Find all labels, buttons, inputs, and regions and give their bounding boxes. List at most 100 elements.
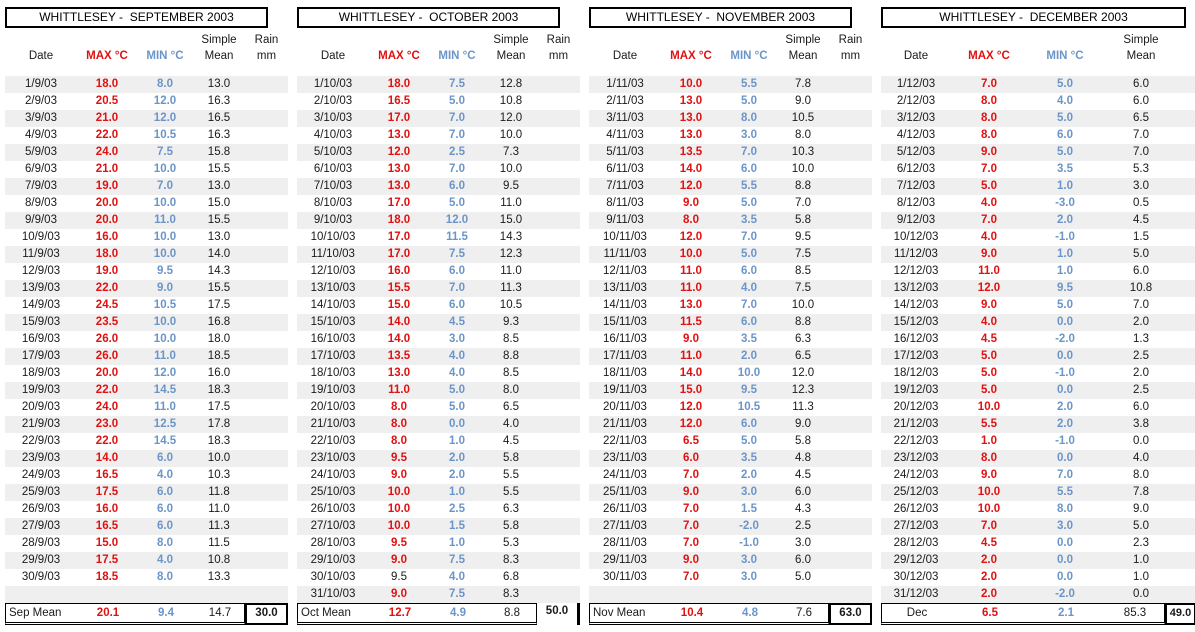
cell-date: 1/9/03 (25, 78, 57, 90)
cell-rain (829, 263, 872, 280)
table-row: 31/12/03 2.0 -2.0 0.0 (881, 586, 1195, 603)
cell-min-temp: 7.5 (449, 248, 465, 260)
cell-date: 19/10/03 (310, 384, 356, 396)
cell-rain (1179, 348, 1195, 365)
cell-rain (245, 382, 288, 399)
cell-simple-mean: 13.0 (207, 231, 231, 243)
col-header-rain: Rain (254, 34, 279, 46)
cell-rain (245, 501, 288, 518)
cell-rain (1179, 110, 1195, 127)
table-row: 23/9/03 14.0 6.0 10.0 (5, 450, 288, 467)
cell-simple-mean: 7.3 (503, 146, 519, 158)
cell-date: 23/11/03 (603, 452, 647, 464)
cell-date: 28/10/03 (310, 537, 356, 549)
cell-max-temp: 18.0 (387, 78, 411, 90)
cell-rain (1179, 586, 1195, 603)
cell-rain (245, 246, 288, 263)
cell-date: 1/11/03 (606, 78, 644, 90)
cell-rain (829, 246, 872, 263)
cell-simple-mean: 4.0 (1133, 452, 1149, 464)
cell-simple-mean: 5.5 (503, 486, 519, 498)
table-row: 1/10/03 18.0 7.5 12.8 (297, 76, 580, 93)
cell-date: 18/12/03 (893, 367, 939, 379)
table-row: 10/9/03 16.0 10.0 13.0 (5, 229, 288, 246)
cell-min-temp: -3.0 (1055, 197, 1075, 209)
cell-rain (245, 518, 288, 535)
cell-date: 14/9/03 (21, 299, 61, 311)
table-row: 3/9/03 21.0 12.0 16.5 (5, 110, 288, 127)
cell-rain (829, 297, 872, 314)
cell-date: 2/9/03 (25, 95, 57, 107)
cell-simple-mean: 8.8 (795, 180, 811, 192)
cell-date: 16/9/03 (21, 333, 61, 345)
cell-max-temp: 12.0 (679, 180, 703, 192)
table-row: 3/12/03 8.0 5.0 6.5 (881, 110, 1195, 127)
table-row: 19/11/03 15.0 9.5 12.3 (589, 382, 872, 399)
cell-date: 13/11/03 (603, 282, 647, 294)
col-header-mm: mm (548, 50, 569, 62)
cell-max-temp: 12.0 (387, 146, 411, 158)
cell-max-temp: 22.0 (95, 282, 119, 294)
cell-simple-mean: 10.8 (499, 95, 523, 107)
table-row: 8/11/03 9.0 5.0 7.0 (589, 195, 872, 212)
table-row: 28/11/03 7.0 -1.0 3.0 (589, 535, 872, 552)
cell-max-temp: 10.0 (679, 248, 703, 260)
table-row: 3/11/03 13.0 8.0 10.5 (589, 110, 872, 127)
table-row: 11/12/03 9.0 1.0 5.0 (881, 246, 1195, 263)
cell-max-temp: 14.0 (679, 367, 703, 379)
cell-simple-mean: 18.3 (207, 435, 231, 447)
table-row: 14/11/03 13.0 7.0 10.0 (589, 297, 872, 314)
cell-simple-mean: 4.8 (795, 452, 811, 464)
cell-min-temp: 10.0 (153, 316, 177, 328)
cell-min-temp: 7.0 (449, 129, 465, 141)
cell-simple-mean: 5.8 (795, 214, 811, 226)
cell-simple-mean: 3.0 (795, 537, 811, 549)
cell-rain (537, 382, 580, 399)
cell-min-temp: 2.0 (741, 469, 757, 481)
cell-max-temp: 4.5 (981, 537, 997, 549)
table-row: 2/9/03 20.5 12.0 16.3 (5, 93, 288, 110)
cell-min-temp: 6.0 (449, 299, 465, 311)
table-row: 5/10/03 12.0 2.5 7.3 (297, 144, 580, 161)
cell-min-temp: 0.0 (1057, 384, 1073, 396)
cell-simple-mean: 18.5 (207, 350, 231, 362)
cell-max-temp: 7.0 (981, 520, 997, 532)
cell-max-temp: 18.0 (95, 248, 119, 260)
cell-max-temp: 7.0 (981, 214, 997, 226)
table-row: 19/12/03 5.0 0.0 2.5 (881, 382, 1195, 399)
cell-date: 26/10/03 (310, 503, 356, 515)
cell-max-temp: 12.0 (679, 231, 703, 243)
cell-rain (245, 93, 288, 110)
cell-simple-mean: 3.8 (1133, 418, 1149, 430)
cell-simple-mean: 10.3 (207, 469, 231, 481)
cell-rain (537, 280, 580, 297)
table-row: 4/10/03 13.0 7.0 10.0 (297, 127, 580, 144)
cell-date: 28/9/03 (21, 537, 61, 549)
col-header-simple: Simple (785, 34, 821, 46)
cell-min-temp: 4.0 (157, 554, 173, 566)
col-header-date: Date (320, 50, 346, 62)
cell-min-temp: 11.0 (154, 214, 176, 226)
cell-max-temp: 1.0 (981, 435, 997, 447)
cell-date: 9/11/03 (606, 214, 644, 226)
table-row: 16/12/03 4.5 -2.0 1.3 (881, 331, 1195, 348)
cell-date: 20/10/03 (310, 401, 356, 413)
cell-min-temp: -1.0 (1055, 367, 1075, 379)
cell-max-temp: 7.0 (981, 163, 997, 175)
cell-date: 20/11/03 (603, 401, 647, 413)
cell-min-temp: 10.0 (153, 197, 177, 209)
col-header-rain: Rain (546, 34, 571, 46)
cell-max-temp: 8.0 (981, 95, 997, 107)
table-row: 20/9/03 24.0 11.0 17.5 (5, 399, 288, 416)
mean-row: Nov Mean 10.4 4.8 7.6 63.0 (589, 603, 872, 625)
cell-max-temp: 11.0 (680, 350, 702, 362)
cell-simple-mean: 6.3 (503, 503, 519, 515)
table-row: 23/10/03 9.5 2.0 5.8 (297, 450, 580, 467)
mean-min: 2.1 (1058, 607, 1074, 619)
cell-simple-mean: 9.5 (503, 180, 519, 192)
cell-date: 1/10/03 (313, 78, 353, 90)
cell-max-temp: 12.0 (977, 282, 1001, 294)
cell-simple-mean: 7.0 (1133, 146, 1149, 158)
table-row: 16/9/03 26.0 10.0 18.0 (5, 331, 288, 348)
cell-max-temp: 14.0 (387, 333, 411, 345)
